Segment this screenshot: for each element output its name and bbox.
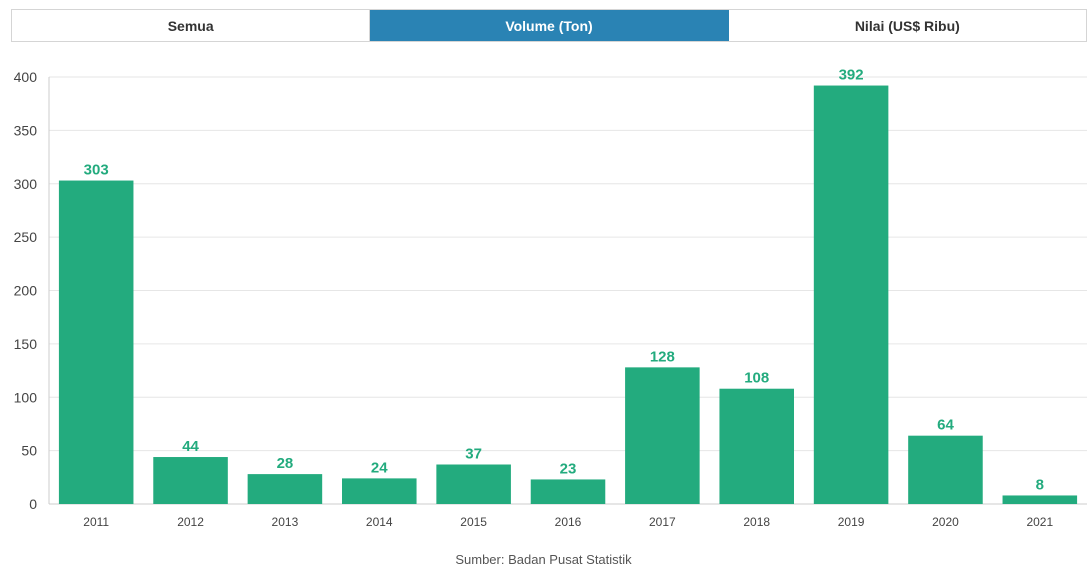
- bar: [247, 474, 323, 504]
- data-label: 44: [182, 438, 199, 455]
- bar-chart: 0 50 100 150 200 250 300 350 400 303 2011 44 2012 28 2…: [14, 67, 1087, 529]
- source-note: Sumber: Badan Pusat Statistik: [455, 552, 632, 567]
- x-tick-label: 2016: [555, 515, 582, 529]
- y-tick-label: 200: [14, 283, 38, 299]
- y-tick-label: 50: [21, 443, 37, 459]
- x-tick-label: 2015: [460, 515, 487, 529]
- bar: [58, 180, 134, 505]
- x-tick-label: 2014: [366, 515, 393, 529]
- bar: [625, 367, 700, 504]
- y-tick-label: 400: [14, 69, 38, 85]
- x-tick-label: 2021: [1026, 515, 1053, 529]
- tab-volume[interactable]: Volume (Ton): [370, 10, 729, 41]
- y-tick-label: 350: [14, 122, 38, 138]
- tab-semua[interactable]: Semua: [12, 10, 371, 41]
- data-label: 128: [650, 348, 675, 365]
- y-tick-label: 100: [14, 389, 38, 405]
- x-tick-label: 2013: [272, 515, 299, 529]
- data-label: 23: [560, 460, 577, 477]
- bar: [908, 435, 983, 504]
- bar: [530, 479, 606, 504]
- tab-nilai[interactable]: Nilai (US$ Ribu): [728, 10, 1087, 41]
- bar: [719, 388, 795, 504]
- data-label: 108: [744, 370, 769, 387]
- data-label: 24: [371, 459, 388, 476]
- y-tick-label: 300: [14, 176, 38, 192]
- bar: [341, 478, 417, 504]
- y-tick-label: 150: [14, 336, 38, 352]
- bar: [1002, 495, 1078, 504]
- view-tabs: Semua Volume (Ton) Nilai (US$ Ribu): [11, 9, 1087, 42]
- bar: [813, 85, 889, 504]
- data-label: 392: [839, 67, 864, 84]
- data-label: 28: [277, 455, 294, 472]
- y-tick-label: 250: [14, 229, 38, 245]
- bar: [153, 457, 228, 504]
- data-label: 8: [1036, 476, 1044, 493]
- x-tick-label: 2018: [743, 515, 770, 529]
- data-label: 37: [465, 446, 482, 463]
- x-tick-label: 2012: [177, 515, 204, 529]
- x-tick-label: 2011: [83, 515, 109, 529]
- x-tick-label: 2020: [932, 515, 959, 529]
- x-tick-label: 2017: [649, 515, 676, 529]
- y-tick-label: 0: [29, 496, 37, 512]
- data-label: 64: [937, 417, 954, 434]
- bar: [436, 464, 511, 504]
- x-tick-label: 2019: [838, 515, 865, 529]
- data-label: 303: [84, 162, 109, 179]
